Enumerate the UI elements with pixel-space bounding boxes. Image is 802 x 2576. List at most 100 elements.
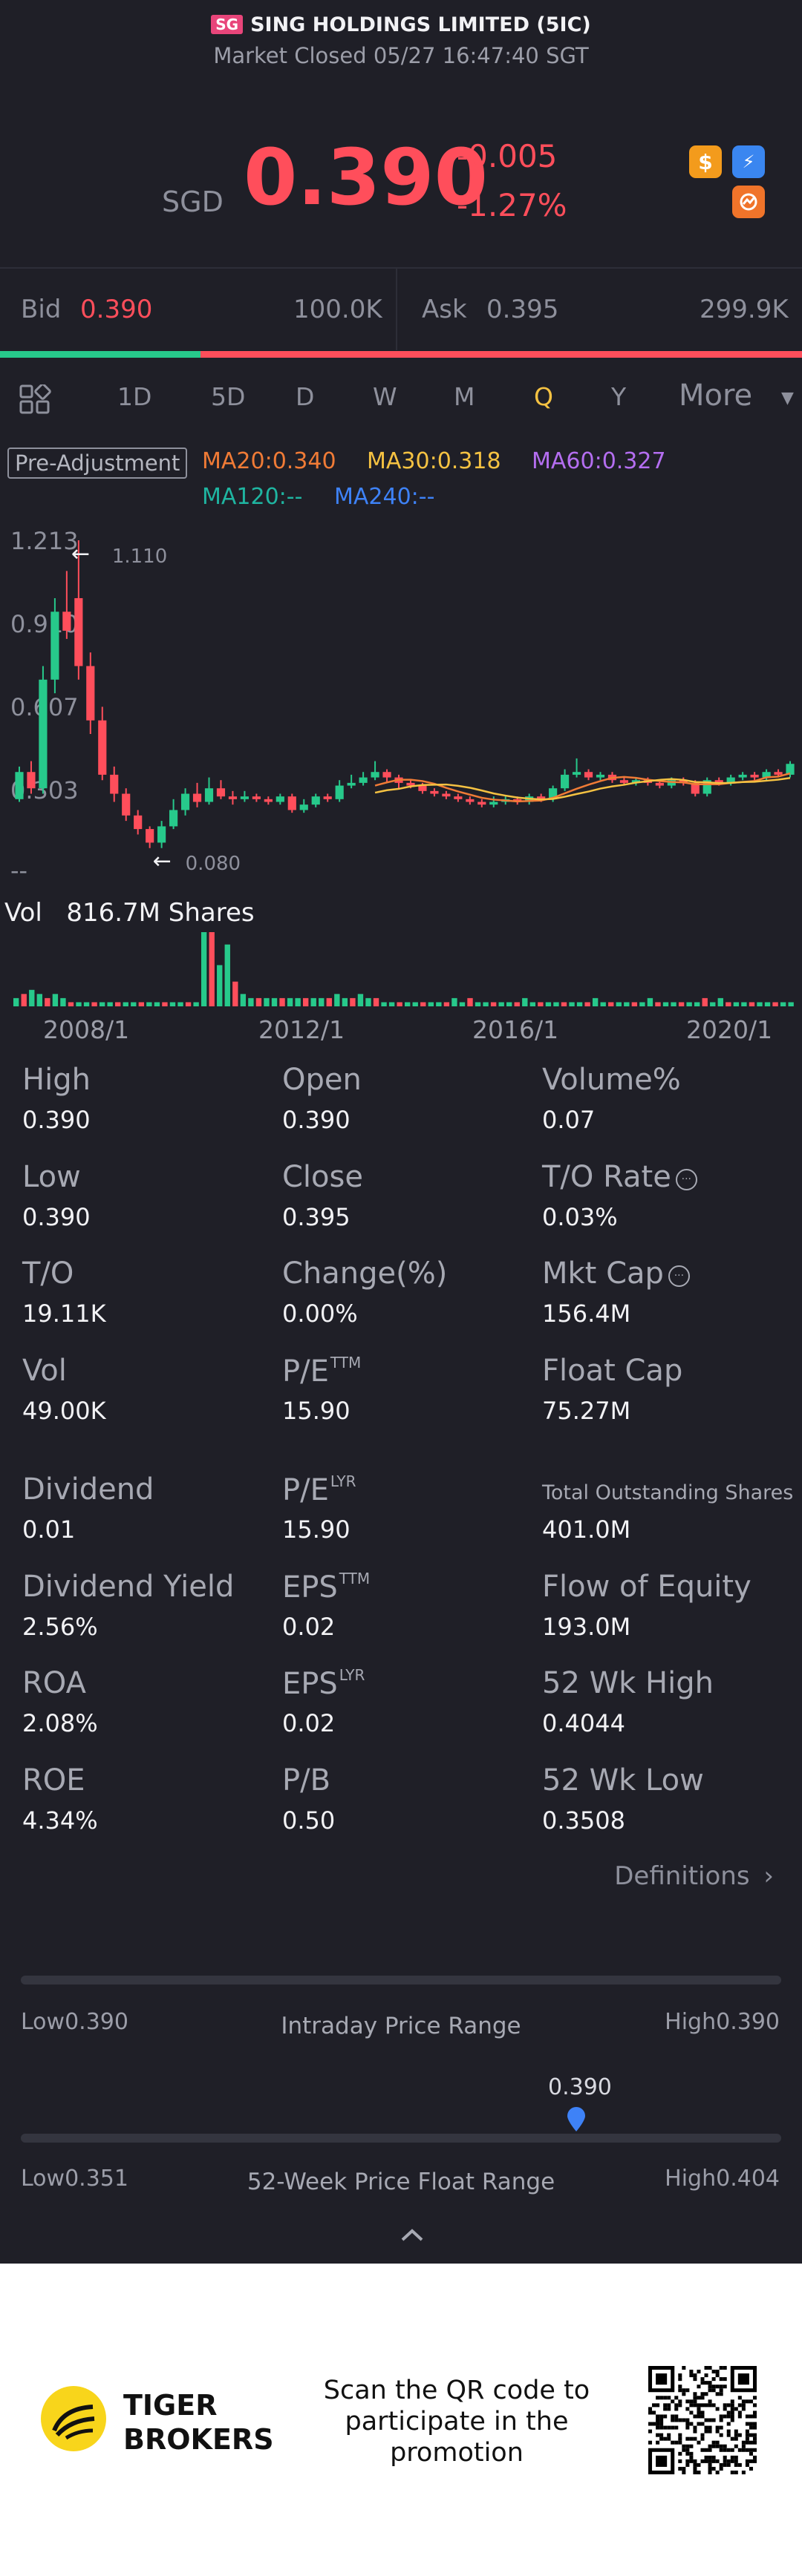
x-tick: 2008/1 <box>43 1015 130 1044</box>
volume-bar <box>717 997 723 1006</box>
ma60-label: MA60:0.327 <box>532 448 666 474</box>
volume-bar <box>350 997 356 1006</box>
ma30-label: MA30:0.318 <box>367 448 501 474</box>
volume-bar <box>373 997 379 1006</box>
stat-label-52-wk-high: 52 Wk High <box>542 1666 714 1700</box>
stat-label-text: P/E <box>282 1354 329 1389</box>
tab-y[interactable]: Y <box>611 382 627 411</box>
candle <box>750 774 759 778</box>
layout-grid-icon[interactable] <box>19 383 53 417</box>
volume-bar <box>741 1002 747 1006</box>
intraday-low: Low0.390 <box>21 2009 128 2035</box>
stat-label-text: T/O <box>22 1256 74 1291</box>
volume-bar <box>412 1002 418 1006</box>
volume-bar <box>154 1002 160 1006</box>
volume-bar <box>209 932 215 1006</box>
candle <box>74 597 83 666</box>
volume-bar <box>217 965 223 1006</box>
tab-q[interactable]: Q <box>534 382 553 411</box>
intraday-high: High0.390 <box>665 2009 780 2035</box>
volume-bar <box>694 1002 700 1006</box>
lightning-icon[interactable]: ⚡ <box>732 145 765 178</box>
candle <box>430 790 439 794</box>
volume-bar <box>279 997 285 1006</box>
tab-more[interactable]: More <box>679 378 753 413</box>
volume-bar <box>467 997 473 1006</box>
tab-d[interactable]: D <box>296 382 315 411</box>
ma240-label: MA240:-- <box>334 484 435 510</box>
candle <box>98 720 107 775</box>
week52-low: Low0.351 <box>21 2166 128 2192</box>
volume-bar <box>678 1002 685 1006</box>
candle <box>549 788 558 799</box>
volume-bar <box>749 1002 755 1006</box>
stat-value-p-b: 0.50 <box>282 1806 336 1835</box>
stat-label-float-cap: Float Cap <box>542 1354 682 1388</box>
stat-value-dividend-yield: 2.56% <box>22 1613 98 1641</box>
stat-label-t-o: T/O <box>22 1256 74 1291</box>
volume-bar <box>60 997 66 1006</box>
stat-label-text: Low <box>22 1160 81 1194</box>
volume-bar <box>764 1002 771 1006</box>
dollar-icon[interactable]: $ <box>689 145 722 178</box>
candle <box>596 774 605 778</box>
week52-marker-value: 0.390 <box>548 2074 612 2100</box>
definitions-link[interactable]: Definitions › <box>614 1861 774 1891</box>
moving-average-line <box>374 777 791 801</box>
volume-bar <box>600 1002 606 1006</box>
price-change-percent: -1.27% <box>457 187 567 223</box>
pre-adjustment-toggle[interactable]: Pre-Adjustment <box>7 448 188 479</box>
volume-bar <box>169 1002 176 1006</box>
qr-code[interactable] <box>648 2366 757 2474</box>
volume-bar <box>451 997 457 1006</box>
candle <box>382 772 391 778</box>
stat-label-high: High <box>22 1063 91 1097</box>
bid-size: 100.0K <box>293 295 382 324</box>
week52-high: High0.404 <box>665 2166 780 2192</box>
volume-bar <box>115 1002 121 1006</box>
candle <box>264 799 273 802</box>
currency-label: SGD <box>162 186 224 218</box>
stat-value-flow-of-equity: 193.0M <box>542 1613 631 1641</box>
volume-bar <box>107 1002 113 1006</box>
tab-5d[interactable]: 5D <box>211 382 246 411</box>
stat-label-text: Open <box>282 1063 362 1097</box>
candle <box>276 796 284 802</box>
stat-label-open: Open <box>282 1063 362 1097</box>
candle <box>726 777 735 783</box>
candle <box>110 774 119 794</box>
volume-bar <box>91 1002 97 1006</box>
tiger-logo-icon <box>41 2386 106 2451</box>
volume-bar <box>83 1002 90 1006</box>
volume-bar <box>162 1002 168 1006</box>
candle <box>122 793 131 816</box>
ask-price: 0.395 <box>486 295 559 324</box>
stat-label-volume: Volume% <box>542 1063 681 1097</box>
tab-w[interactable]: W <box>373 382 397 411</box>
volume-bar <box>381 1002 387 1006</box>
info-icon[interactable]: ··· <box>668 1265 690 1287</box>
chevron-up-icon[interactable] <box>400 2226 425 2243</box>
promo-footer <box>0 2264 802 2576</box>
location-pin-icon <box>567 2107 585 2131</box>
chevron-down-icon[interactable]: ▼ <box>781 389 794 407</box>
tab-m[interactable]: M <box>454 382 475 411</box>
candle <box>335 785 344 799</box>
brand-line2: BROKERS <box>123 2423 274 2456</box>
volume-bar <box>76 1002 82 1006</box>
stat-value-mkt-cap: 156.4M <box>542 1300 631 1328</box>
stat-label-text: Mkt Cap <box>542 1256 664 1291</box>
tab-1d[interactable]: 1D <box>117 382 152 411</box>
stat-label-dividend-yield: Dividend Yield <box>22 1570 234 1604</box>
option-chain-icon[interactable] <box>732 186 765 218</box>
candle <box>169 810 178 827</box>
candle <box>691 782 700 794</box>
volume-bar <box>624 1002 630 1006</box>
intraday-range-title: Intraday Price Range <box>281 2013 521 2039</box>
week52-range-title: 52-Week Price Float Range <box>247 2169 555 2195</box>
candle <box>561 774 570 789</box>
stat-value-52-wk-high: 0.4044 <box>542 1709 625 1737</box>
info-icon[interactable]: ··· <box>675 1169 697 1190</box>
volume-bar <box>655 1002 661 1006</box>
